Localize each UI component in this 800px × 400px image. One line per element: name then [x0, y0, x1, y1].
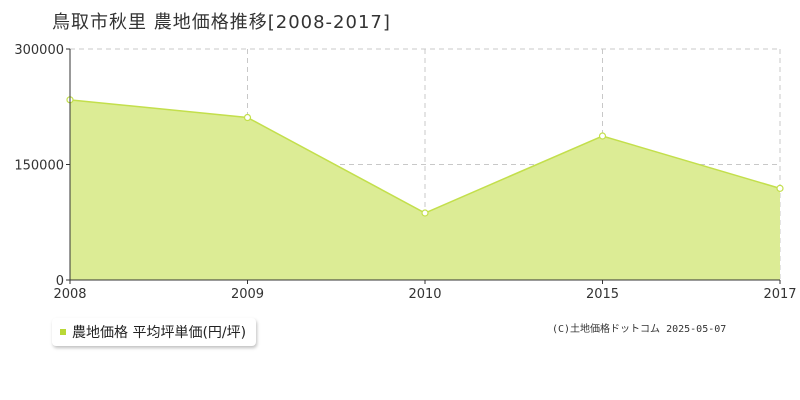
x-tick-label-2010: 2010: [408, 287, 441, 302]
data-point-2015: [598, 132, 607, 140]
legend-swatch: [60, 329, 66, 335]
y-tick-label-0: 0: [56, 274, 64, 289]
x-tick-label-2008: 2008: [53, 287, 86, 302]
data-point-2017: [776, 184, 784, 192]
x-tick-label-2017: 2017: [763, 287, 796, 302]
data-point-2009: [243, 113, 252, 122]
legend-label: 農地価格 平均坪単価(円/坪): [72, 325, 247, 341]
credit-text: (C)土地価格ドットコム 2025-05-07: [552, 324, 727, 335]
legend: 農地価格 平均坪単価(円/坪): [52, 318, 257, 346]
x-tick-label-2009: 2009: [231, 287, 264, 302]
y-tick-label-150000: 150000: [14, 159, 64, 174]
data-point-2010: [421, 209, 429, 217]
y-tick-label-300000: 300000: [14, 43, 64, 58]
chart-title: 鳥取市秋里 農地価格推移[2008-2017]: [52, 12, 391, 33]
x-tick-label-2015: 2015: [586, 287, 619, 302]
series-area-0: [70, 99, 780, 280]
